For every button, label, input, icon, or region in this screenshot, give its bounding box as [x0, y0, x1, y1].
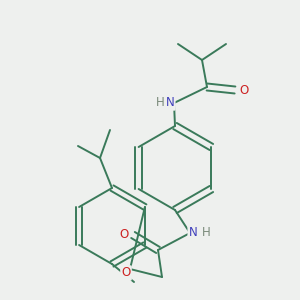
- Text: O: O: [122, 266, 130, 280]
- Text: O: O: [119, 229, 129, 242]
- Text: N: N: [166, 97, 174, 110]
- Text: H: H: [202, 226, 210, 239]
- Text: N: N: [189, 226, 197, 239]
- Text: O: O: [239, 83, 249, 97]
- Text: H: H: [156, 97, 164, 110]
